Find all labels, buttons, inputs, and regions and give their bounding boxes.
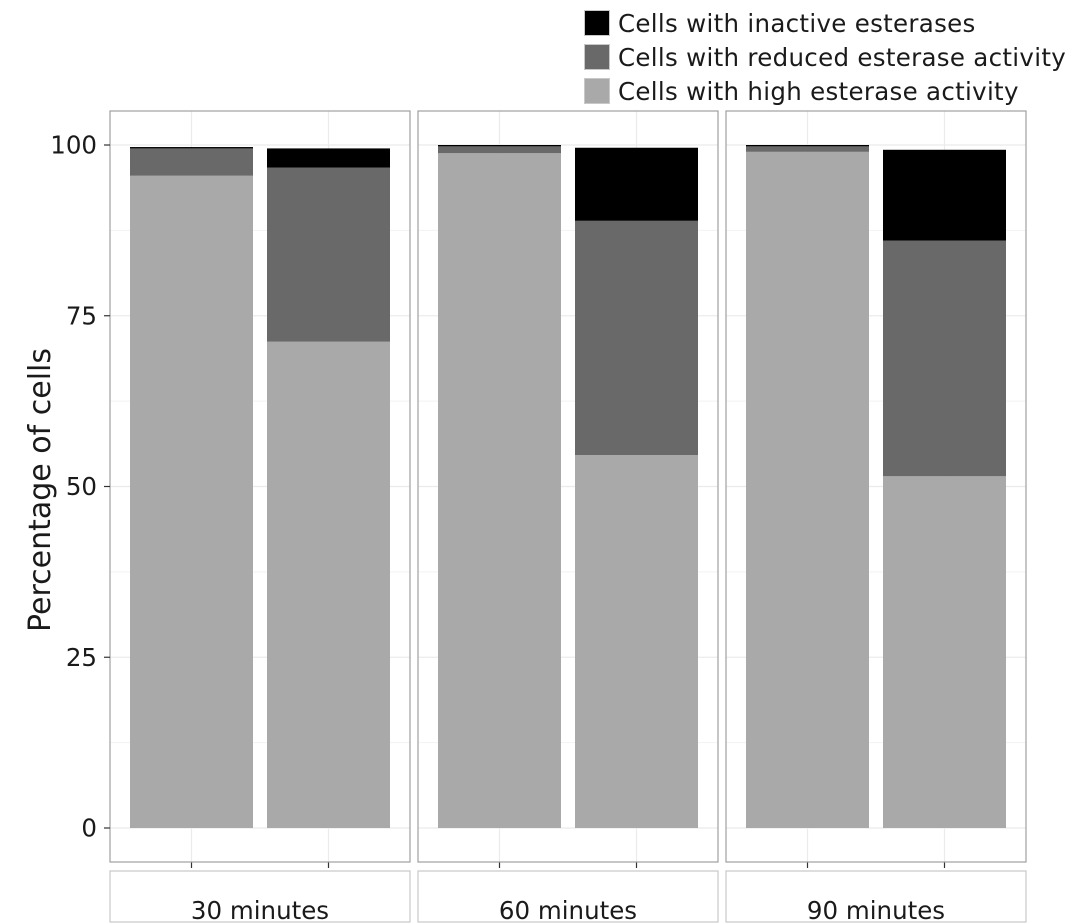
legend-label-inactive: Cells with inactive esterases bbox=[618, 8, 976, 38]
facet-strip-label: 30 minutes bbox=[191, 896, 329, 923]
bar-inactive-seawater bbox=[438, 145, 561, 147]
y-tick-label: 75 bbox=[66, 301, 97, 330]
y-axis-title: Percentage of cells bbox=[23, 348, 58, 632]
legend-swatch-inactive bbox=[584, 10, 610, 36]
legend: Cells with inactive esterases Cells with… bbox=[584, 6, 1066, 108]
bar-high-seawater bbox=[438, 153, 561, 829]
y-tick-label: 100 bbox=[50, 131, 97, 160]
bar-high-seawater bbox=[130, 175, 253, 829]
bar-inactive-filtrate bbox=[883, 149, 1006, 241]
legend-label-high: Cells with high esterase activity bbox=[618, 76, 1019, 106]
legend-swatch-high bbox=[584, 78, 610, 104]
panel-border bbox=[417, 110, 719, 863]
legend-item-high: Cells with high esterase activity bbox=[584, 74, 1066, 108]
legend-label-reduced: Cells with reduced esterase activity bbox=[618, 42, 1067, 72]
bar-high-seawater bbox=[746, 151, 869, 828]
legend-swatch-reduced bbox=[584, 44, 610, 70]
bar-reduced-filtrate bbox=[575, 220, 698, 456]
bar-reduced-filtrate bbox=[883, 240, 1006, 477]
panel-2: SeawaterFiltrate60 minutes bbox=[417, 110, 719, 923]
facet-strip bbox=[109, 870, 411, 923]
panel-border bbox=[725, 110, 1027, 863]
y-axis: 0 25 50 75 100 bbox=[50, 131, 110, 843]
panel-1: SeawaterFiltrate30 minutes bbox=[109, 110, 411, 923]
bar-reduced-seawater bbox=[130, 148, 253, 176]
y-tick-label: 0 bbox=[81, 814, 97, 843]
legend-item-inactive: Cells with inactive esterases bbox=[584, 6, 1066, 40]
bar-reduced-seawater bbox=[438, 146, 561, 154]
bar-high-filtrate bbox=[575, 455, 698, 828]
bar-high-filtrate bbox=[267, 341, 390, 828]
panel-3: SeawaterFiltrate90 minutes bbox=[725, 110, 1027, 923]
bar-inactive-filtrate bbox=[267, 148, 390, 168]
facet-strip-label: 60 minutes bbox=[499, 896, 637, 923]
bar-inactive-filtrate bbox=[575, 147, 698, 221]
facet-strip bbox=[725, 870, 1027, 923]
bar-inactive-seawater bbox=[130, 147, 253, 149]
facet-strip-label: 90 minutes bbox=[807, 896, 945, 923]
legend-item-reduced: Cells with reduced esterase activity bbox=[584, 40, 1066, 74]
facet-strip bbox=[417, 870, 719, 923]
bar-reduced-seawater bbox=[746, 146, 869, 152]
bar-inactive-seawater bbox=[746, 145, 869, 147]
y-tick-label: 50 bbox=[66, 472, 97, 501]
y-tick-label: 25 bbox=[66, 643, 97, 672]
bar-reduced-filtrate bbox=[267, 167, 390, 342]
bar-high-filtrate bbox=[883, 476, 1006, 828]
facet-panels: SeawaterFiltrate30 minutesSeawaterFiltra… bbox=[109, 110, 1027, 923]
